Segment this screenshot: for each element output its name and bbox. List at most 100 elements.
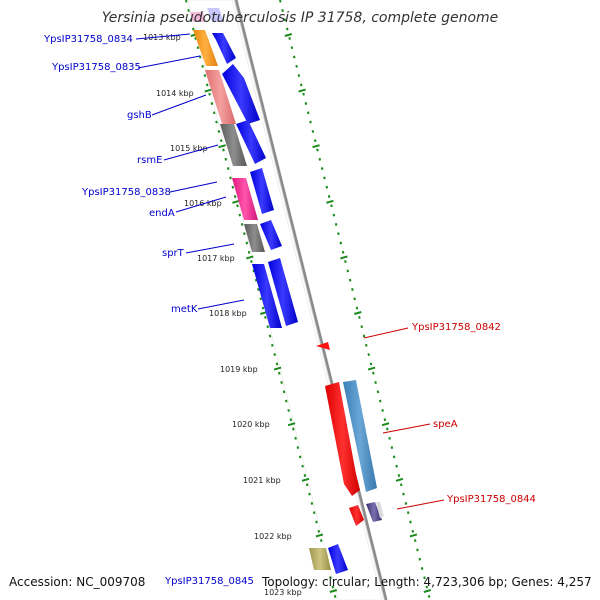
track-dot <box>406 511 410 515</box>
track-dot <box>413 539 417 543</box>
major-tick <box>354 311 362 315</box>
gene-block-rsmE[interactable] <box>220 124 247 166</box>
gene-labels: YpsIP31758_0834 YpsIP31758_0835 gshB rsm… <box>43 34 536 505</box>
track-dot <box>362 334 366 338</box>
reverse-strand-features <box>316 342 384 526</box>
gene-label-sprT[interactable]: sprT <box>162 248 185 259</box>
track-dot <box>319 539 323 543</box>
major-tick <box>204 88 212 93</box>
track-dot <box>404 501 408 505</box>
track-dot <box>224 157 228 161</box>
track-dot <box>303 474 307 477</box>
track-dot <box>306 111 310 115</box>
track-dot <box>339 241 343 245</box>
gene-block-0844[interactable] <box>366 502 382 522</box>
gene-block-metK[interactable] <box>252 264 282 328</box>
track-dot <box>215 120 218 124</box>
gene-block-endA[interactable] <box>232 178 258 220</box>
track-dot <box>247 250 251 254</box>
genome-backbone-highlight <box>234 0 385 600</box>
track-dot <box>250 260 253 264</box>
gene-label-metK[interactable]: metK <box>171 304 198 315</box>
gene-label-speA[interactable]: speA <box>433 419 458 430</box>
leader-lines <box>135 33 445 510</box>
major-tick <box>312 144 320 149</box>
major-tick <box>409 533 418 538</box>
gene-block-0844-b[interactable] <box>376 502 384 518</box>
gene-label-endA[interactable]: endA <box>149 208 175 219</box>
track-dot <box>285 399 288 403</box>
track-dot <box>392 455 396 459</box>
gene-block-0834[interactable] <box>193 30 218 66</box>
track-dot <box>257 288 260 291</box>
gene-label-0834[interactable]: YpsIP31758_0834 <box>43 34 133 45</box>
gene-block-speA[interactable] <box>343 380 377 492</box>
gene-arrow-0844[interactable] <box>349 505 364 526</box>
gene-arrow-metK[interactable] <box>268 258 298 326</box>
major-tick <box>287 422 296 427</box>
track-dot <box>332 213 336 217</box>
track-dot <box>236 204 239 208</box>
gene-arrow-rsmE[interactable] <box>236 120 266 164</box>
gene-label-0835[interactable]: YpsIP31758_0835 <box>51 62 141 73</box>
gene-label-rsmE[interactable]: rsmE <box>137 155 162 166</box>
track-dot <box>360 325 363 329</box>
track-dot <box>194 36 197 40</box>
track-dot <box>196 46 200 50</box>
gene-arrow-sprT[interactable] <box>260 220 282 250</box>
gene-label-gshB[interactable]: gshB <box>127 110 152 121</box>
track-dot <box>397 474 401 477</box>
track-dot <box>286 27 289 31</box>
gene-label-0842[interactable]: YpsIP31758_0842 <box>411 322 501 333</box>
track-dot <box>298 455 302 459</box>
track-dot <box>245 241 249 245</box>
track-dot <box>388 436 391 440</box>
gene-block-sprT[interactable] <box>244 224 265 252</box>
gene-arrow-0845[interactable] <box>328 544 348 574</box>
track-dot <box>292 55 296 59</box>
track-dot <box>297 74 301 78</box>
gene-block-0834-top[interactable] <box>190 12 206 22</box>
track-dot <box>203 74 207 78</box>
kbp-label: 1018 kbp <box>209 309 247 318</box>
major-tick <box>218 144 226 149</box>
track-dot <box>238 213 242 217</box>
gene-arrow-speA[interactable] <box>325 382 360 496</box>
gene-arrow-gshB[interactable] <box>222 64 260 124</box>
track-dot <box>233 195 237 198</box>
track-dot <box>304 102 308 105</box>
track-dot <box>310 501 314 505</box>
tick-tracks <box>185 0 432 598</box>
track-dot <box>279 0 282 3</box>
kbp-label: 1015 kbp <box>170 144 208 153</box>
track-dot <box>222 148 225 152</box>
major-tick <box>340 255 348 260</box>
topology-text: Topology: circular; Length: 4,723,306 bp… <box>262 575 592 589</box>
gene-arrow-0834[interactable] <box>212 33 236 64</box>
track-dot <box>275 362 279 366</box>
gene-arrow-endA[interactable] <box>250 168 274 214</box>
gene-label-0845[interactable]: YpsIP31758_0845 <box>165 576 254 587</box>
kbp-label: 1021 kbp <box>243 476 281 485</box>
gene-block-0845[interactable] <box>309 548 331 570</box>
gene-arrow-0842[interactable] <box>316 342 330 350</box>
track-dot <box>302 92 305 96</box>
gene-block-0835-top[interactable] <box>207 8 224 22</box>
track-dot <box>271 343 274 347</box>
track-dot <box>346 269 349 273</box>
track-dot <box>254 278 258 282</box>
track-dot <box>309 120 312 124</box>
track-dot <box>231 185 235 189</box>
major-tick <box>246 255 254 260</box>
kbp-scale: 1013 kbp 1014 kbp 1015 kbp 1016 kbp 1017… <box>143 33 302 597</box>
track-dot <box>266 325 269 329</box>
track-dot <box>330 204 333 208</box>
track-dot <box>402 492 405 496</box>
gene-label-0844[interactable]: YpsIP31758_0844 <box>446 494 536 505</box>
gene-block-gshB[interactable] <box>205 70 236 124</box>
track-dot <box>243 232 246 236</box>
map-title: Yersinia pseudotuberculosis IP 31758, co… <box>102 10 499 26</box>
track-dot <box>376 390 380 394</box>
gene-label-0838[interactable]: YpsIP31758_0838 <box>81 187 171 198</box>
accession-text: Accession: NC_009708 <box>9 575 146 589</box>
